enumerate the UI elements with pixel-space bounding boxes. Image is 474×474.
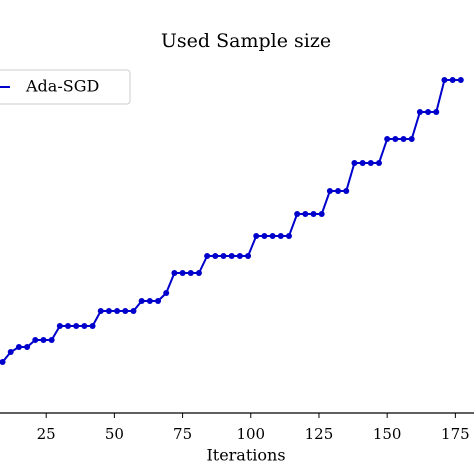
point [48, 337, 55, 343]
point [310, 211, 317, 217]
x-tick-label: 175 [441, 425, 470, 443]
point [343, 188, 350, 194]
point [130, 308, 137, 314]
x-tick-label: 75 [173, 425, 192, 443]
point [163, 290, 170, 296]
point [97, 308, 104, 314]
point [122, 308, 129, 314]
point [433, 109, 440, 115]
point [7, 349, 14, 355]
point [212, 253, 219, 259]
point [171, 270, 178, 276]
point [359, 160, 366, 166]
point [204, 253, 211, 259]
point [220, 253, 227, 259]
point [367, 160, 374, 166]
point [56, 323, 63, 329]
point [253, 233, 260, 239]
point [261, 233, 268, 239]
point [228, 253, 235, 259]
point [245, 253, 252, 259]
point [138, 298, 145, 304]
point [89, 323, 96, 329]
point [65, 323, 72, 329]
point [326, 188, 333, 194]
point [441, 77, 448, 83]
point [179, 270, 186, 276]
point [302, 211, 309, 217]
point [195, 270, 202, 276]
x-tick-label: 100 [236, 425, 265, 443]
point [81, 323, 88, 329]
point [425, 109, 432, 115]
point [73, 323, 80, 329]
point [236, 253, 243, 259]
chart-title: Used Sample size [161, 30, 331, 52]
point [105, 308, 112, 314]
point [40, 337, 47, 343]
point [457, 77, 464, 83]
x-tick-label: 150 [373, 425, 402, 443]
point [384, 136, 391, 142]
point [146, 298, 153, 304]
point [24, 344, 31, 350]
x-tick-label: 25 [37, 425, 56, 443]
x-tick-label: 125 [305, 425, 334, 443]
point [400, 136, 407, 142]
point [277, 233, 284, 239]
point [351, 160, 358, 166]
point [0, 359, 6, 365]
point [114, 308, 121, 314]
point [187, 270, 194, 276]
point [285, 233, 292, 239]
legend-box [0, 69, 131, 105]
point [408, 136, 415, 142]
point [449, 77, 456, 83]
point [269, 233, 276, 239]
point [375, 160, 382, 166]
point [294, 211, 301, 217]
point [416, 109, 423, 115]
point [15, 344, 22, 350]
point [318, 211, 325, 217]
legend-label: Ada-SGD [25, 77, 99, 96]
point [335, 188, 342, 194]
point [392, 136, 399, 142]
series-line [1, 79, 461, 363]
x-axis-label: Iterations [206, 446, 285, 465]
point [32, 337, 39, 343]
point [155, 298, 162, 304]
x-tick-label: 50 [105, 425, 124, 443]
